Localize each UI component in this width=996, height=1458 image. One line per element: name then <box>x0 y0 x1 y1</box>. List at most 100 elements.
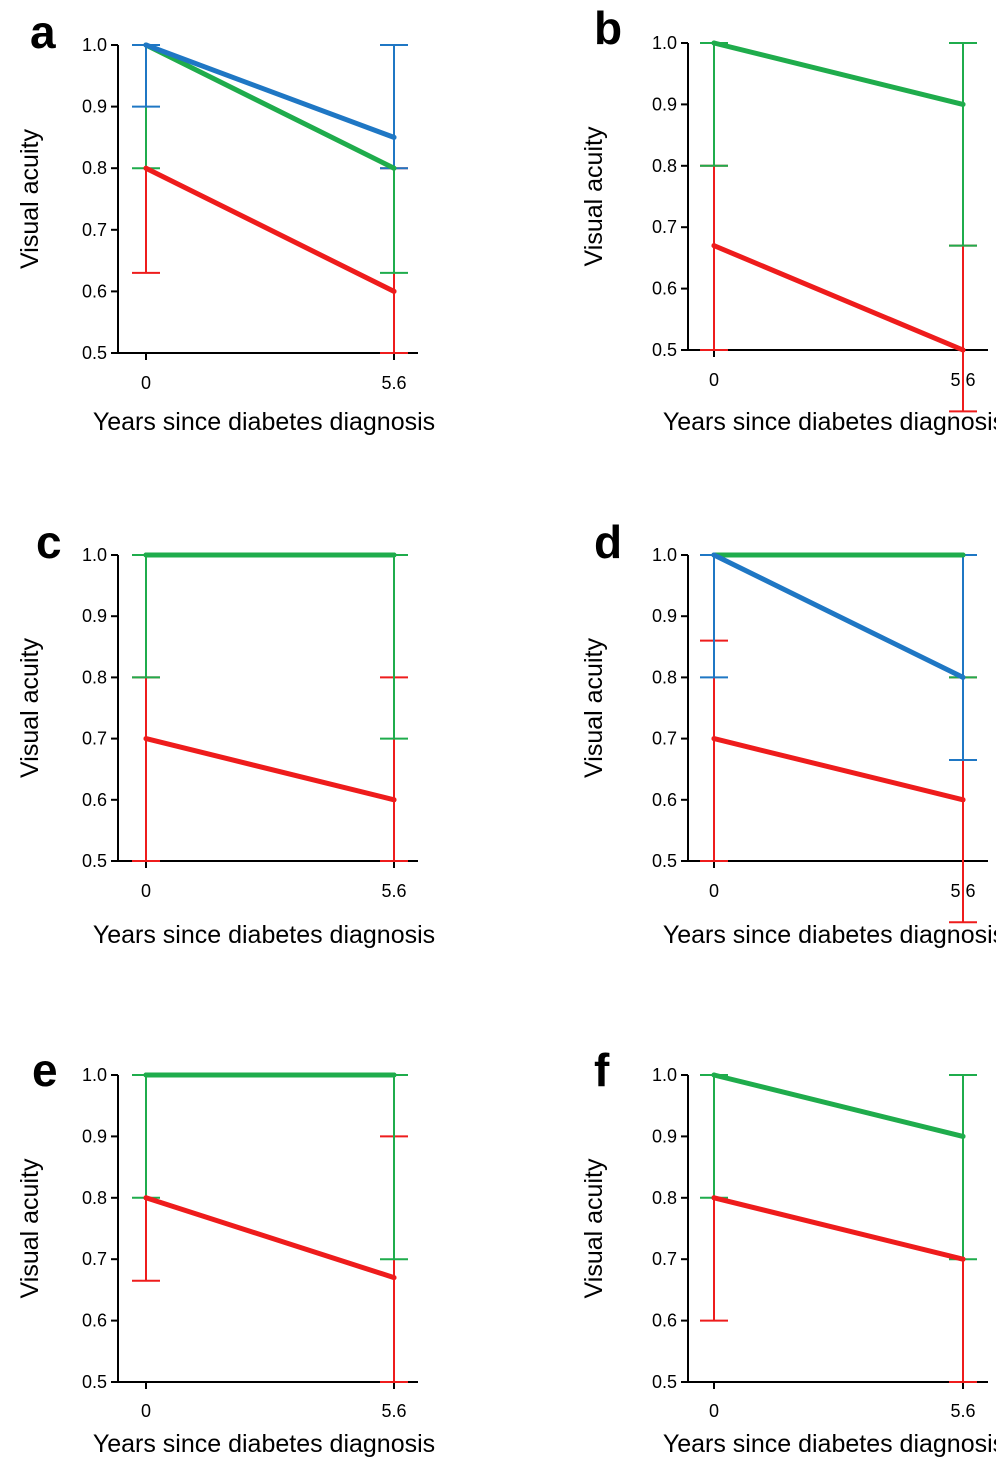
series-0 <box>700 164 977 413</box>
panel-letter: b <box>594 2 622 54</box>
y-tick-label: 0.7 <box>82 1249 107 1269</box>
data-point <box>391 552 397 558</box>
data-point <box>960 101 966 107</box>
data-point <box>391 134 397 140</box>
x-axis-label: Years since diabetes diagnosis <box>663 921 996 949</box>
series-1 <box>700 1074 977 1261</box>
y-tick-label: 0.9 <box>652 94 677 114</box>
y-tick-label: 0.8 <box>652 1188 677 1208</box>
data-point <box>960 797 966 803</box>
y-tick-label: 0.8 <box>82 158 107 178</box>
data-point <box>391 288 397 294</box>
y-tick-label: 0.6 <box>82 281 107 301</box>
y-tick-label: 0.8 <box>82 667 107 687</box>
data-point <box>711 40 717 46</box>
y-tick-label: 0.8 <box>652 156 677 176</box>
y-axis-label: Visual acuity <box>16 638 44 778</box>
y-tick-label: 0.6 <box>652 790 677 810</box>
data-point <box>960 552 966 558</box>
chart-panel-e: e 0.5 0.6 0.7 0.8 0.9 1.0 0 5.6 Years since diabe… <box>16 1044 435 1458</box>
x-tick-label: 0 <box>141 881 151 901</box>
series-line <box>711 243 966 353</box>
data-point <box>143 42 149 48</box>
x-tick-label: 5.6 <box>950 1401 975 1421</box>
y-axis-label: Visual acuity <box>16 129 44 269</box>
data-point <box>143 1072 149 1078</box>
y-tick-label: 0.7 <box>652 1249 677 1269</box>
x-tick-label: 0 <box>141 1401 151 1421</box>
x-tick-label: 0 <box>709 881 719 901</box>
y-tick-label: 0.9 <box>82 97 107 117</box>
series-line <box>711 40 966 107</box>
series-1 <box>132 1074 408 1261</box>
x-tick-label: 0 <box>141 373 151 393</box>
data-point <box>711 552 717 558</box>
series-line <box>711 736 966 803</box>
y-tick-label: 0.9 <box>652 606 677 626</box>
series-line <box>143 165 397 294</box>
data-point <box>711 1072 717 1078</box>
panel-letter: c <box>36 516 62 568</box>
data-point <box>143 1195 149 1201</box>
y-tick-label: 0.5 <box>82 343 107 363</box>
y-tick-label: 0.6 <box>82 790 107 810</box>
x-tick-label: 5.6 <box>381 373 406 393</box>
series-line <box>711 552 966 680</box>
y-tick-label: 1.0 <box>82 1065 107 1085</box>
y-axis-label: Visual acuity <box>580 638 608 778</box>
y-axis-label: Visual acuity <box>16 1158 44 1298</box>
data-point <box>391 165 397 171</box>
y-tick-label: 0.6 <box>82 1311 107 1331</box>
series-line <box>711 1072 966 1139</box>
y-tick-label: 0.5 <box>652 1372 677 1392</box>
panel-letter: a <box>30 6 56 58</box>
y-tick-label: 0.7 <box>82 220 107 240</box>
series-1 <box>132 44 408 274</box>
y-tick-label: 0.6 <box>652 1311 677 1331</box>
chart-panel-c: c 0.5 0.6 0.7 0.8 0.9 1.0 0 5.6 Years since diabe… <box>16 516 435 949</box>
data-point <box>711 243 717 249</box>
y-tick-label: 1.0 <box>652 545 677 565</box>
series-line <box>143 42 397 171</box>
data-point <box>960 1256 966 1262</box>
x-axis-label: Years since diabetes diagnosis <box>93 408 435 436</box>
y-axis-label: Visual acuity <box>580 126 608 266</box>
y-tick-label: 1.0 <box>82 545 107 565</box>
series-0 <box>700 639 977 924</box>
data-point <box>711 736 717 742</box>
x-tick-label: 5.6 <box>381 1401 406 1421</box>
series-1 <box>132 554 408 740</box>
series-1 <box>700 42 977 247</box>
series-line <box>143 736 397 803</box>
y-tick-label: 0.9 <box>82 606 107 626</box>
data-point <box>143 552 149 558</box>
y-tick-label: 0.7 <box>652 217 677 237</box>
series-2 <box>700 554 977 762</box>
y-tick-label: 0.8 <box>82 1188 107 1208</box>
y-tick-label: 0.5 <box>652 851 677 871</box>
y-tick-label: 0.7 <box>82 729 107 749</box>
panel-letter: e <box>32 1044 58 1096</box>
x-axis-label: Years since diabetes diagnosis <box>93 1430 435 1458</box>
x-axis-label: Years since diabetes diagnosis <box>663 408 996 436</box>
data-point <box>143 165 149 171</box>
data-point <box>960 1133 966 1139</box>
y-tick-label: 1.0 <box>652 1065 677 1085</box>
series-line <box>711 1195 966 1262</box>
data-point <box>143 736 149 742</box>
x-tick-label: 5.6 <box>381 881 406 901</box>
y-tick-label: 0.5 <box>652 340 677 360</box>
chart-panel-a: a 0.5 0.6 0.7 0.8 0.9 1.0 0 5.6 Years since diabe… <box>16 6 435 436</box>
y-tick-label: 0.9 <box>652 1126 677 1146</box>
x-tick-label: 0 <box>709 370 719 390</box>
series-0 <box>132 1074 408 1383</box>
x-axis-label: Years since diabetes diagnosis <box>663 1430 996 1458</box>
series-line <box>143 42 397 140</box>
data-point <box>391 797 397 803</box>
panel-letter: d <box>594 516 622 568</box>
y-tick-label: 0.8 <box>652 667 677 687</box>
y-tick-label: 1.0 <box>82 35 107 55</box>
